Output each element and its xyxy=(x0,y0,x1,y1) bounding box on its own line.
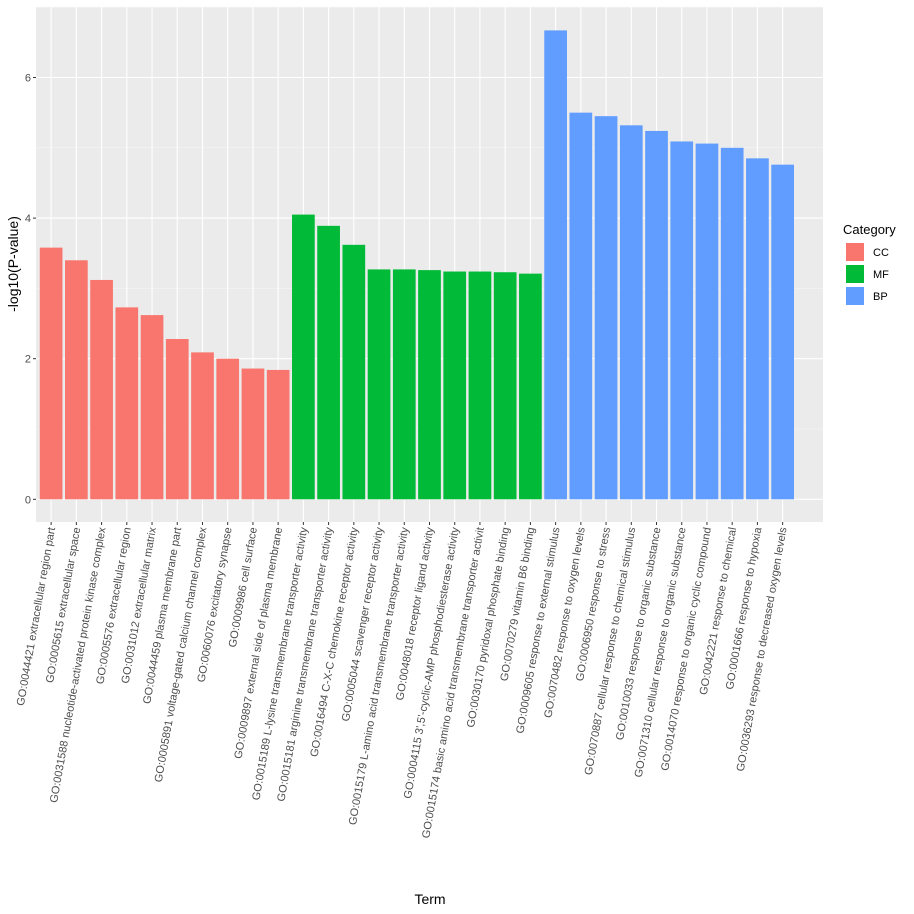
bar-bp xyxy=(695,143,719,500)
bar-mf xyxy=(519,273,542,500)
legend-label-mf: MF xyxy=(873,269,889,281)
legend-title: Category xyxy=(843,222,896,237)
bar-cc xyxy=(266,369,290,500)
bar-bp xyxy=(569,112,593,500)
legend-key-bp xyxy=(846,287,864,305)
bar-cc xyxy=(216,358,240,500)
bars xyxy=(39,30,794,500)
bar-cc xyxy=(65,260,88,500)
bar-mf xyxy=(342,244,366,500)
legend: Category CC MF BP xyxy=(843,222,896,305)
bar-mf xyxy=(468,271,492,500)
legend-label-bp: BP xyxy=(873,291,888,303)
legend-key-cc xyxy=(846,243,864,261)
y-tick-label: 0 xyxy=(25,494,31,506)
bar-bp xyxy=(594,116,618,500)
bar-bp xyxy=(771,164,794,500)
bar-cc xyxy=(140,315,164,500)
bar-bp xyxy=(720,147,744,500)
bar-mf xyxy=(367,269,391,500)
y-tick-label: 4 xyxy=(25,213,31,225)
bar-cc xyxy=(165,339,189,500)
bar-bp xyxy=(746,158,769,500)
bar-bp xyxy=(544,30,567,500)
bar-cc xyxy=(115,307,139,500)
y-tick-label: 2 xyxy=(25,354,31,366)
bar-cc xyxy=(241,368,265,500)
bar-mf xyxy=(292,214,315,500)
bar-bp xyxy=(619,125,643,500)
bar-mf xyxy=(392,269,416,500)
legend-key-mf xyxy=(846,265,864,283)
bar-mf xyxy=(443,271,467,500)
bar-mf xyxy=(493,272,517,500)
bar-bp xyxy=(645,130,668,500)
bar-mf xyxy=(317,225,340,500)
bar-mf xyxy=(418,270,441,500)
x-axis: GO:0044421 extracellular region partGO:0… xyxy=(15,522,790,839)
legend-label-cc: CC xyxy=(873,247,889,259)
y-axis-title: -log10(P-value) xyxy=(5,216,21,312)
y-tick-label: 6 xyxy=(25,73,31,85)
bar-cc xyxy=(191,352,214,500)
bar-cc xyxy=(39,247,63,500)
x-axis-title: Term xyxy=(414,891,445,907)
bar-bp xyxy=(670,141,694,500)
bar-cc xyxy=(90,279,113,500)
y-axis: 0 2 4 6 xyxy=(25,73,36,506)
